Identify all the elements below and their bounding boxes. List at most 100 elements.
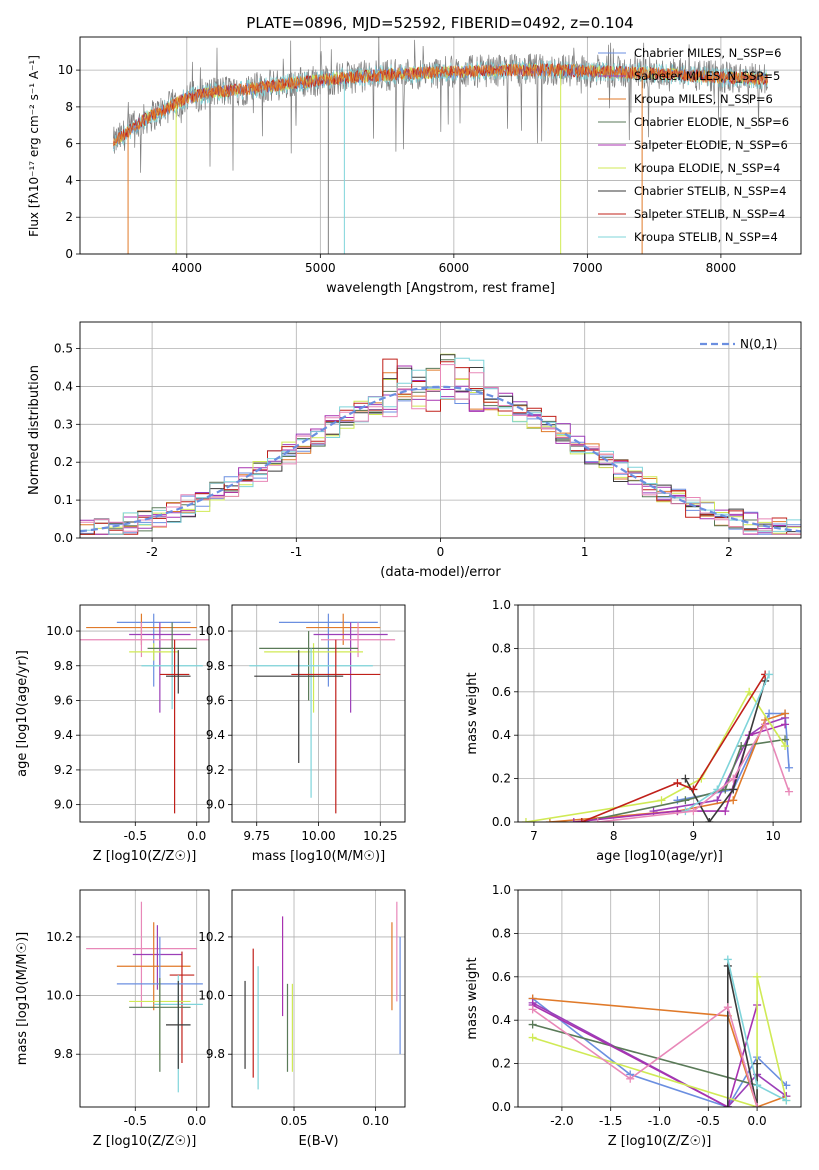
tick-label-x: -1.5 [599, 1114, 622, 1128]
weight-marker-salpeter_elodie [569, 818, 578, 822]
plot-area [80, 353, 801, 535]
tick-label-x: 4000 [172, 261, 203, 275]
tick-label-y: 0 [65, 247, 73, 261]
tick-label-x: 0 [437, 545, 445, 559]
weight-marker-pink [593, 818, 602, 822]
axes-frame [79, 604, 210, 823]
weight-marker-salpeter_stelib [673, 778, 682, 787]
weight-marker-kroupa_stelib [723, 955, 732, 964]
weight-marker-pink [785, 787, 794, 796]
legend-entry: N(0,1) [740, 337, 777, 351]
tick-label-x: -2 [146, 545, 158, 559]
legend-entry: Kroupa MILES, N_SSP=6 [634, 92, 773, 106]
tick-label-y: 1.0 [492, 598, 511, 612]
tick-label-y: 0.6 [492, 970, 511, 984]
weight-line-chabrier_elodie [532, 1023, 758, 1087]
tick-label-x: 0.0 [187, 829, 206, 843]
legend-entry: Kroupa STELIB, N_SSP=4 [634, 230, 778, 244]
tick-label-y: 1.0 [492, 883, 511, 897]
weight-marker-salpeter_elodie [721, 807, 730, 816]
tick-label-x: 6000 [439, 261, 470, 275]
tick-label-y: 0.0 [492, 1100, 511, 1114]
x-axis-label: Z [log10(Z/Z☉)] [93, 849, 197, 864]
y-axis-label: mass weight [465, 672, 480, 754]
weight-line-chabrier_miles [532, 997, 787, 1107]
panel-mass_weight_vs_age: 7 8 9 10 0.0 0.2 0.4 0.6 0.8 1.0 age [log10(age/yr… [465, 598, 802, 864]
plot-area [521, 670, 794, 822]
weight-marker-pink [528, 1005, 537, 1014]
weight-line-salpeter_miles [532, 1002, 787, 1107]
panel-residual_histogram: -2 -1 0 1 2 0.0 0.1 0.2 0.3 0.4 0.5 (data-model)/er… [27, 321, 802, 580]
tick-label-x: 0.05 [281, 1114, 308, 1128]
x-axis-label: (data-model)/error [380, 565, 501, 580]
tick-label-y: 0.4 [492, 728, 511, 742]
weight-marker-pink [723, 1003, 732, 1012]
panel-mass_vs_ebv: 0.05 0.10 9.8 10.0 10.2 E(B-V) [198, 889, 406, 1149]
plot-area [80, 613, 209, 814]
histogram-step-kroupa_stelib [80, 357, 801, 535]
tick-label-y: 2 [65, 210, 73, 224]
weight-marker-chabrier_elodie [528, 1020, 537, 1029]
weight-line-salpeter_miles [653, 717, 786, 812]
weight-marker-chabrier_miles [785, 763, 794, 772]
axes-frame [231, 889, 406, 1108]
plot-area [249, 613, 396, 814]
tick-label-y: 9.0 [206, 798, 225, 812]
weight-marker-kroupa_elodie [528, 1033, 537, 1042]
tick-label-y: 0.5 [54, 342, 73, 356]
tick-label-y: 9.6 [54, 693, 73, 707]
tick-label-y: 9.2 [206, 763, 225, 777]
tick-label-y: 0.2 [54, 455, 73, 469]
weight-marker-kroupa_miles [781, 709, 790, 718]
weight-marker-pink [761, 720, 770, 729]
tick-label-y: 9.0 [54, 798, 73, 812]
x-axis-label: mass [log10(M/M☉)] [252, 849, 385, 864]
weight-line-pink [532, 1005, 758, 1107]
tick-label-y: 9.6 [206, 693, 225, 707]
axes-frame [517, 889, 802, 1108]
y-axis-label: age [log10(age/yr)] [15, 650, 30, 777]
weight-marker-salpeter_elodie [781, 720, 790, 729]
panel-spectrum: 4000 5000 6000 7000 8000 0 2 4 6 8 10 wavelength [A… [27, 36, 802, 296]
legend-entry: Chabrier ELODIE, N_SSP=6 [634, 115, 789, 129]
tick-label-y: 10 [58, 63, 73, 77]
weight-line-kroupa_miles [532, 997, 787, 1107]
axes-frame [79, 321, 802, 539]
weight-line-salpeter_stelib [581, 673, 766, 822]
weight-line-kroupa_miles [549, 712, 786, 822]
x-axis-label: Z [log10(Z/Z☉)] [93, 1134, 197, 1149]
weight-marker-chabrier_stelib [753, 1059, 762, 1068]
panel-mass_weight_vs_Z: -2.0 -1.5 -1.0 -0.5 0.0 0.0 0.2 0.4 0.6 0.8 1.0 Z [… [465, 883, 802, 1149]
weight-marker-chabrier_elodie [681, 796, 690, 805]
axes-frame [231, 604, 406, 823]
weight-marker-chabrier_stelib [723, 1103, 732, 1107]
weight-marker-salpeter_stelib [577, 818, 586, 822]
tick-label-y: 4 [65, 173, 73, 187]
tick-label-x: -1 [290, 545, 302, 559]
tick-label-y: 9.8 [54, 659, 73, 673]
tick-label-y: 10.0 [46, 989, 73, 1003]
axes-frame [517, 604, 802, 823]
tick-label-y: 9.4 [54, 728, 73, 742]
x-axis-label: E(B-V) [298, 1134, 338, 1149]
spectrum-line-gray [113, 37, 768, 173]
tick-label-y: 8 [65, 100, 73, 114]
tick-label-y: 0.1 [54, 493, 73, 507]
tick-label-x: 2 [725, 545, 733, 559]
weight-marker-pink [689, 807, 698, 816]
tick-label-x: 10 [765, 829, 780, 843]
tick-label-y: 10.2 [46, 930, 73, 944]
tick-label-x: 7 [530, 829, 538, 843]
tick-label-y: 0.2 [492, 772, 511, 786]
legend: Chabrier MILES, N_SSP=6 Salpeter MILES, N… [598, 46, 789, 244]
plot-area [244, 901, 401, 1090]
tick-label-y: 10.0 [198, 989, 225, 1003]
weight-line-kroupa_elodie [532, 976, 788, 1107]
tick-label-y: 0.3 [54, 417, 73, 431]
weight-marker-kroupa_elodie [657, 796, 666, 805]
tick-label-y: 0.8 [492, 926, 511, 940]
tick-label-x: -2.0 [550, 1114, 573, 1128]
tick-label-x: 5000 [305, 261, 336, 275]
panel-age_vs_mass: 9.75 10.00 10.25 9.0 9.2 9.4 9.6 9.8 10.0 mass [l… [198, 604, 406, 864]
